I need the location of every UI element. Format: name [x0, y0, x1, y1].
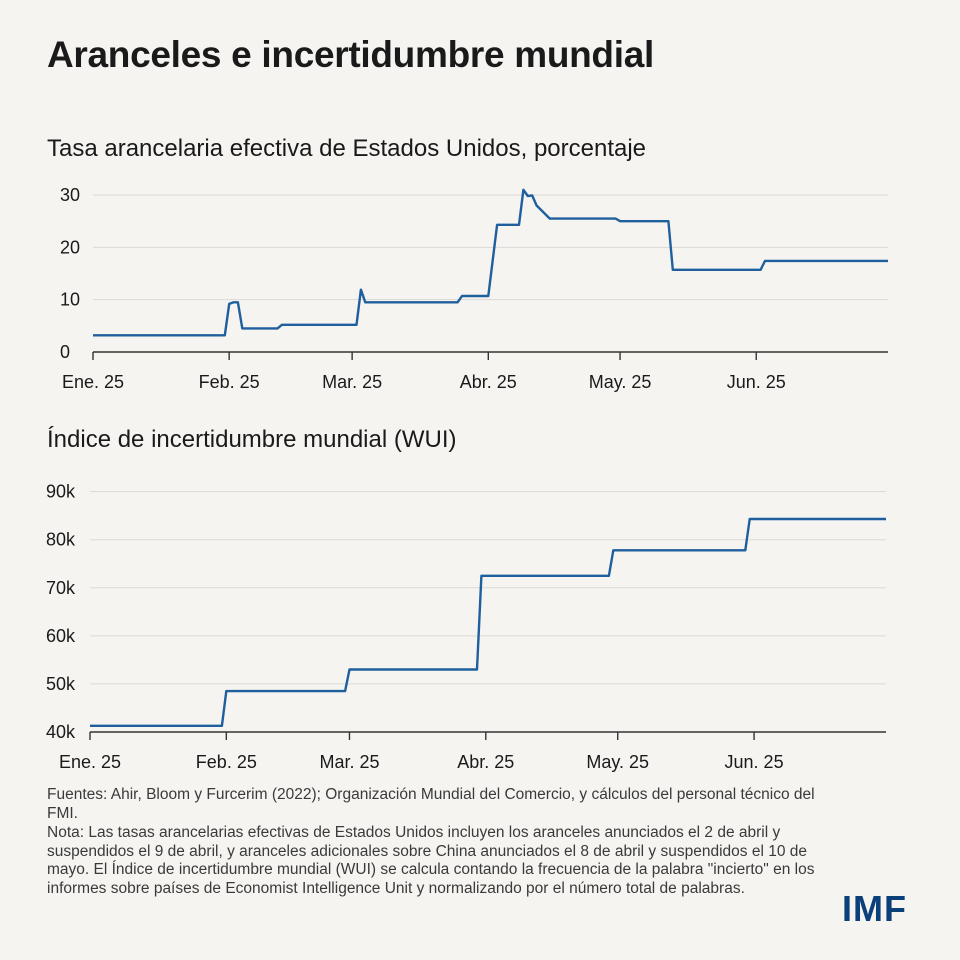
series-line [93, 188, 888, 337]
wui-index-chart: 40k 50k 60k 70k 80k 90k Ene. 25 Feb. 25 Mar. 25 A… [46, 482, 886, 772]
x-tick-label: Ene. 25 [62, 372, 124, 392]
imf-logo: IMF [842, 888, 907, 929]
y-tick-label: 60k [46, 626, 76, 646]
x-tick-label: Jun. 25 [725, 752, 784, 772]
x-tick-label: Abr. 25 [460, 372, 517, 392]
x-tick-label: Ene. 25 [59, 752, 121, 772]
chart2-title: Índice de incertidumbre mundial (WUI) [47, 426, 457, 453]
x-tick-label: Feb. 25 [196, 752, 257, 772]
x-tick-label: Feb. 25 [199, 372, 260, 392]
sources-footnote: Fuentes: Ahir, Bloom y Furcerim (2022); … [47, 786, 815, 822]
x-tick-label: May. 25 [586, 752, 649, 772]
y-tick-label: 10 [60, 290, 80, 310]
y-tick-label: 40k [46, 722, 76, 742]
y-tick-label: 50k [46, 674, 76, 694]
x-tick-label: May. 25 [589, 372, 652, 392]
x-tick-label: Mar. 25 [319, 752, 379, 772]
tariff-rate-chart: 0 10 20 30 Ene. 25 Feb. 25 Mar. 25 Abr. 25 May. … [60, 185, 888, 392]
series-line [90, 517, 886, 728]
y-tick-label: 70k [46, 578, 76, 598]
x-tick-label: Mar. 25 [322, 372, 382, 392]
page-title: Aranceles e incertidumbre mundial [47, 34, 654, 75]
y-tick-label: 80k [46, 530, 76, 550]
y-tick-label: 30 [60, 185, 80, 205]
y-tick-label: 20 [60, 237, 80, 257]
chart1-title: Tasa arancelaria efectiva de Estados Uni… [47, 135, 647, 162]
x-tick-label: Abr. 25 [457, 752, 514, 772]
note-footnote: Nota: Las tasas arancelarias efectivas d… [47, 824, 815, 897]
y-tick-label: 90k [46, 482, 76, 502]
x-tick-label: Jun. 25 [727, 372, 786, 392]
y-tick-label: 0 [60, 342, 70, 362]
